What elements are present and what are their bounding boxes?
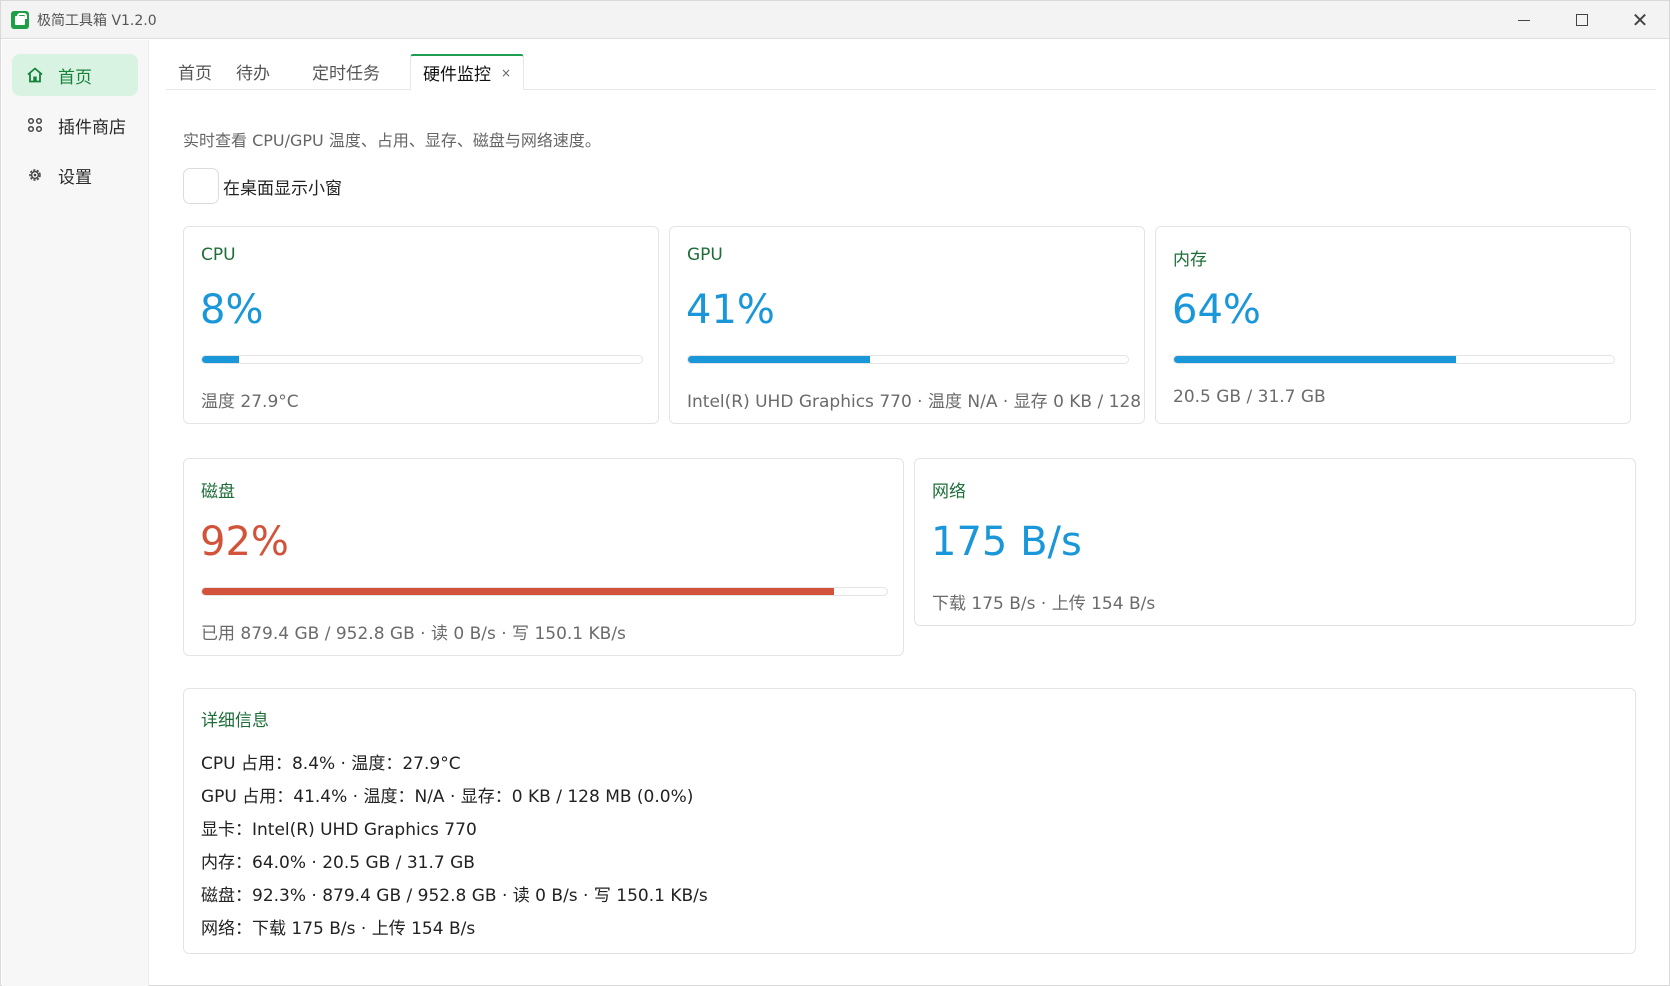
maximize-button[interactable] (1553, 1, 1611, 39)
network-speed-value: 175 B/s (931, 519, 1082, 565)
details-card: 详细信息 CPU 占用：8.4% · 温度：27.9°C GPU 占用：41.4… (183, 688, 1636, 954)
main-content: 首页 待办 定时任务 硬件监控 × (150, 40, 1670, 986)
cpu-temperature: 温度 27.9°C (201, 392, 299, 412)
tab-todo[interactable]: 待办 (224, 53, 282, 89)
tab-home[interactable]: 首页 (166, 53, 224, 89)
maximize-icon (1576, 14, 1588, 26)
gpu-card: GPU 41% Intel(R) UHD Graphics 770 · 温度 N… (669, 226, 1145, 424)
cpu-card: CPU 8% 温度 27.9°C (183, 226, 659, 424)
gpu-usage-bar-fill (688, 356, 871, 363)
detail-line-network: 网络：下载 175 B/s · 上传 154 B/s (201, 919, 476, 939)
memory-usage-value: 64% (1172, 287, 1261, 333)
app-logo-icon (11, 10, 29, 29)
disk-usage-value: 92% (200, 519, 289, 565)
tab-label: 硬件监控 (423, 65, 491, 85)
sidebar-item-plugin-store[interactable]: 插件商店 (12, 104, 138, 146)
memory-card: 内存 64% 20.5 GB / 31.7 GB (1155, 226, 1631, 424)
memory-amount: 20.5 GB / 31.7 GB (1173, 387, 1326, 407)
window-controls: ✕ (1495, 1, 1669, 39)
home-icon (26, 66, 44, 84)
sidebar-item-label: 首页 (58, 67, 92, 88)
card-title: 内存 (1173, 250, 1207, 270)
close-window-button[interactable]: ✕ (1611, 1, 1669, 39)
cpu-usage-bar (201, 355, 643, 364)
sidebar-item-label: 设置 (58, 167, 92, 188)
detail-line-cpu: CPU 占用：8.4% · 温度：27.9°C (201, 754, 461, 774)
window-title: 极简工具箱 V1.2.0 (37, 12, 157, 29)
sidebar: 首页 插件商店 设置 (2, 40, 149, 986)
cpu-usage-bar-fill (202, 356, 239, 363)
network-details: 下载 175 B/s · 上传 154 B/s (932, 594, 1156, 614)
tab-scheduled-tasks[interactable]: 定时任务 (282, 53, 410, 89)
card-title: 详细信息 (201, 711, 269, 731)
minimize-icon (1518, 19, 1530, 21)
disk-details: 已用 879.4 GB / 952.8 GB · 读 0 B/s · 写 150… (201, 624, 626, 644)
tab-close-icon[interactable]: × (501, 65, 512, 80)
desktop-widget-label: 在桌面显示小窗 (223, 178, 342, 199)
sidebar-item-settings[interactable]: 设置 (12, 154, 138, 196)
gear-icon (26, 166, 44, 184)
tab-label: 待办 (236, 63, 270, 84)
detail-line-memory: 内存：64.0% · 20.5 GB / 31.7 GB (201, 853, 475, 873)
disk-usage-bar (201, 587, 888, 596)
disk-card: 磁盘 92% 已用 879.4 GB / 952.8 GB · 读 0 B/s … (183, 458, 904, 656)
page-description: 实时查看 CPU/GPU 温度、占用、显存、磁盘与网络速度。 (183, 131, 601, 150)
desktop-widget-checkbox[interactable] (183, 168, 219, 204)
card-title: 磁盘 (201, 482, 235, 502)
close-icon: ✕ (1631, 8, 1649, 32)
grid-icon (26, 116, 44, 134)
detail-line-graphics-card: 显卡：Intel(R) UHD Graphics 770 (201, 820, 477, 840)
card-title: CPU (201, 245, 236, 265)
card-title: GPU (687, 245, 723, 265)
gpu-details: Intel(R) UHD Graphics 770 · 温度 N/A · 显存 … (687, 392, 1145, 412)
minimize-button[interactable] (1495, 1, 1553, 39)
disk-usage-bar-fill (202, 588, 835, 595)
sidebar-item-home[interactable]: 首页 (12, 54, 138, 96)
desktop-widget-toggle: 在桌面显示小窗 (183, 168, 342, 204)
detail-line-gpu: GPU 占用：41.4% · 温度：N/A · 显存：0 KB / 128 MB… (201, 787, 694, 807)
gpu-usage-bar (687, 355, 1129, 364)
card-title: 网络 (932, 482, 966, 502)
detail-line-disk: 磁盘：92.3% · 879.4 GB / 952.8 GB · 读 0 B/s… (201, 886, 708, 906)
tab-hardware-monitor[interactable]: 硬件监控 × (410, 54, 525, 90)
tab-label: 首页 (178, 63, 212, 84)
sidebar-item-label: 插件商店 (58, 117, 126, 138)
memory-usage-bar (1173, 355, 1615, 364)
gpu-usage-value: 41% (686, 287, 775, 333)
tab-bar: 首页 待办 定时任务 硬件监控 × (166, 54, 1656, 90)
tab-label: 定时任务 (312, 63, 380, 84)
cpu-usage-value: 8% (200, 287, 264, 333)
title-bar[interactable]: 极简工具箱 V1.2.0 ✕ (1, 1, 1669, 39)
memory-usage-bar-fill (1174, 356, 1456, 363)
network-card: 网络 175 B/s 下载 175 B/s · 上传 154 B/s (914, 458, 1636, 626)
